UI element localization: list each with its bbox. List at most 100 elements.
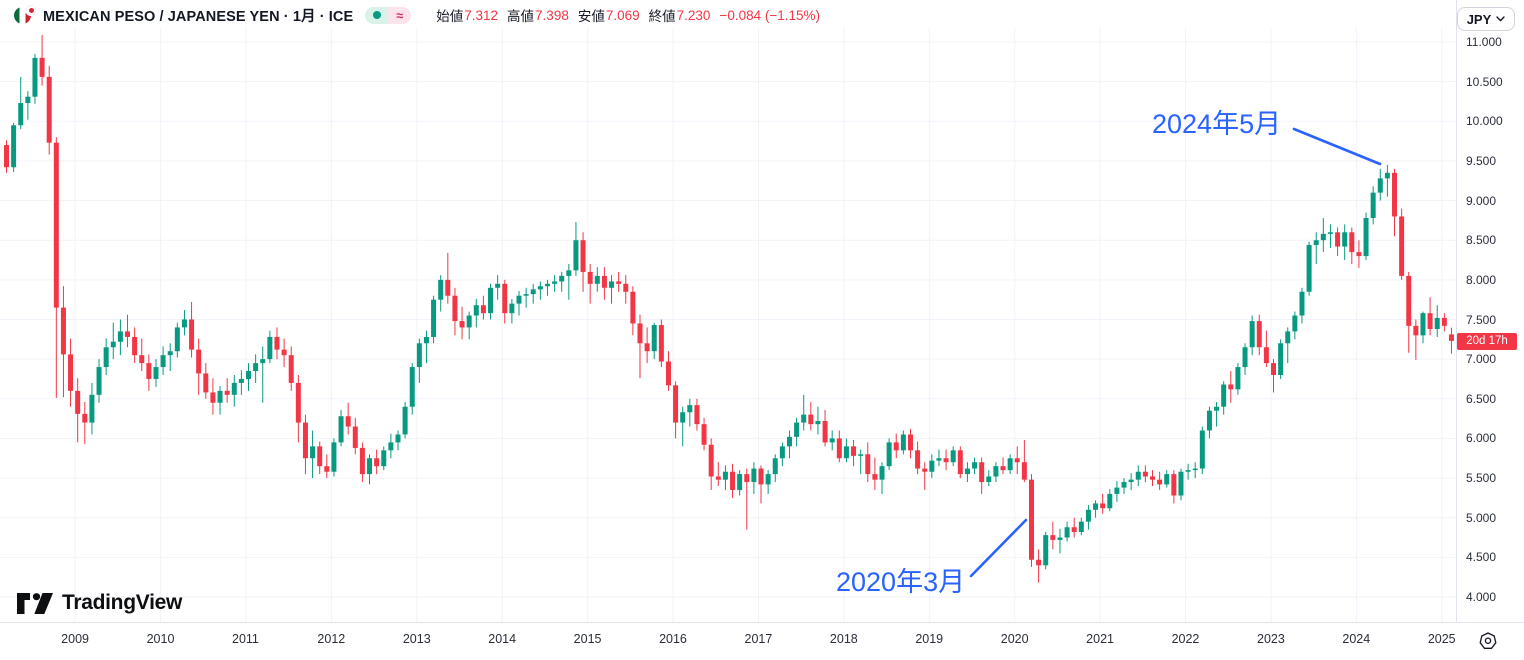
candle-body: [1271, 363, 1277, 375]
delayed-data-icon: ≈: [388, 6, 412, 24]
candle-body: [872, 474, 878, 480]
candle-body: [1399, 216, 1405, 276]
candle-body: [153, 367, 159, 379]
candle-body: [687, 405, 693, 413]
candle-body: [552, 281, 558, 284]
candle-body: [1349, 232, 1355, 253]
candle-body: [523, 294, 529, 296]
candle-body: [1014, 458, 1020, 463]
candle-body: [11, 125, 17, 168]
annotation-arrow-line[interactable]: [1292, 127, 1382, 166]
currency-dropdown[interactable]: JPY: [1457, 7, 1515, 31]
annotation-2024-may[interactable]: 2024年5月: [1152, 109, 1282, 139]
candle-body: [1135, 471, 1141, 480]
timezone-settings-icon[interactable]: [1478, 631, 1498, 651]
candle-body: [1292, 315, 1298, 332]
candle-body: [794, 422, 800, 437]
candle-body: [708, 444, 714, 477]
candle-body: [18, 103, 24, 126]
year-label: 2024: [1342, 632, 1371, 646]
candle-body: [302, 422, 308, 459]
candle-body: [89, 394, 95, 423]
bar-countdown-badge: 20d 17h: [1457, 332, 1517, 350]
candle-body: [181, 319, 187, 328]
year-label: 2015: [573, 632, 602, 646]
candle-body: [637, 323, 643, 344]
candle-body: [345, 416, 351, 427]
year-label: 2020: [1000, 632, 1029, 646]
candle-body: [1420, 313, 1426, 336]
year-label: 2025: [1427, 632, 1456, 646]
candle-body: [409, 367, 415, 407]
candlestick-chart-canvas[interactable]: [0, 0, 1456, 659]
candle-body: [623, 283, 629, 292]
candle-body: [1278, 343, 1284, 375]
candle-body: [32, 57, 38, 97]
candle-body: [502, 283, 508, 314]
candle-body: [1356, 252, 1362, 257]
candle-body: [587, 271, 593, 284]
candle-body: [196, 349, 202, 374]
candle-body: [1043, 535, 1049, 566]
candle-body: [96, 367, 102, 395]
candle-body: [1021, 462, 1027, 480]
candle-body: [167, 351, 173, 356]
candle-body: [331, 442, 337, 472]
candle-body: [730, 471, 736, 490]
open-value: 7.312: [464, 7, 499, 23]
candle-body: [310, 446, 316, 459]
price-axis-label: 5.500: [1466, 471, 1497, 486]
candle-body: [174, 327, 180, 352]
candle-body: [1085, 509, 1091, 522]
candle-body: [851, 446, 857, 456]
candle-body: [1028, 479, 1034, 560]
candle-body: [416, 343, 422, 368]
candle-body: [1313, 240, 1319, 245]
candle-body: [1121, 482, 1127, 488]
candle-body: [459, 321, 465, 328]
candle-body: [929, 460, 935, 472]
candle-body: [60, 307, 66, 355]
annotation-arrow-line[interactable]: [969, 518, 1028, 578]
candle-body: [1206, 410, 1212, 431]
annotation-2020-march[interactable]: 2020年3月: [836, 567, 966, 597]
currency-pair-flags-icon: [14, 5, 36, 25]
candle-body: [281, 349, 287, 356]
price-axis-label: 6.500: [1466, 391, 1497, 406]
candle-body: [765, 474, 771, 485]
time-axis[interactable]: 2009 2010 2011 2012 2013 2014 2015 2016 2017 2018…: [0, 622, 1524, 660]
candle-body: [1242, 347, 1248, 368]
tradingview-logo[interactable]: TradingView: [16, 591, 182, 615]
year-label: 2023: [1257, 632, 1285, 646]
candle-body: [1299, 291, 1305, 316]
candle-body: [295, 382, 301, 423]
candle-body: [4, 145, 9, 168]
candle-body: [125, 331, 131, 337]
candle-body: [189, 319, 195, 350]
price-axis-label: 11.000: [1466, 35, 1502, 49]
candle-body: [324, 466, 330, 472]
year-label: 2014: [488, 632, 517, 646]
candle-body: [1413, 325, 1419, 336]
candle-body: [680, 412, 686, 423]
candle-body: [943, 458, 949, 463]
candle-body: [1036, 559, 1042, 566]
candle-body: [46, 76, 52, 143]
candle-body: [466, 315, 472, 328]
candle-body: [260, 359, 266, 364]
candle-body: [1114, 487, 1120, 494]
year-label: 2013: [402, 632, 431, 646]
candle-body: [160, 355, 166, 368]
price-axis[interactable]: 11.000 10.500 10.000 9.500 9.000 8.500 8.000 7.…: [1456, 0, 1524, 622]
candle-body: [836, 438, 842, 459]
symbol-title[interactable]: MEXICAN PESO / JAPANESE YEN · 1月 · ICE: [43, 8, 354, 25]
price-axis-label: 7.000: [1466, 352, 1497, 367]
candle-body: [979, 462, 985, 483]
candle-body: [516, 295, 522, 304]
market-status-pills: ≈: [365, 6, 412, 24]
candle-body: [402, 406, 408, 435]
candle-body: [915, 450, 921, 469]
candle-body: [246, 371, 252, 379]
candle-body: [1392, 172, 1398, 217]
candle-body: [751, 468, 757, 483]
